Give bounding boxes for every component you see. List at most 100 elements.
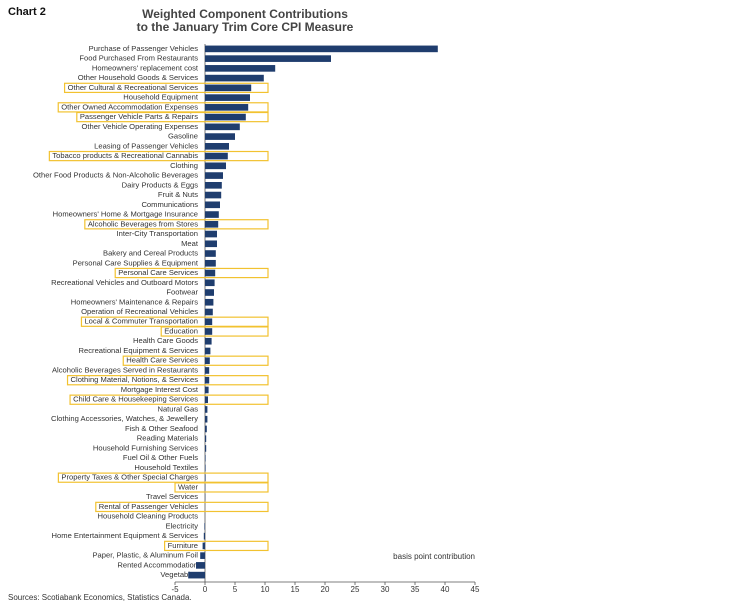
category-label: Dairy Products & Eggs (122, 180, 199, 189)
category-label: Fish & Other Seafood (125, 424, 198, 433)
bar (205, 74, 264, 82)
x-tick-label: 45 (471, 585, 480, 594)
bar (205, 113, 246, 121)
category-label: Leasing of Passenger Vehicles (94, 141, 198, 150)
bar (205, 181, 222, 189)
bar (205, 172, 223, 179)
category-label: Rented Accommodation (117, 560, 198, 569)
category-label: Paper, Plastic, & Aluminum Foil (92, 551, 198, 560)
category-label: Homeowners' Home & Mortgage Insurance (53, 210, 198, 219)
bar (203, 532, 205, 540)
category-label: Property Taxes & Other Special Charges (61, 473, 198, 482)
bar (205, 250, 216, 257)
bar (205, 55, 331, 62)
category-label: Clothing Material, Notions, & Services (71, 375, 199, 384)
bar (205, 279, 215, 287)
category-label: Vegetables (160, 570, 198, 579)
category-label: Reading Materials (137, 434, 198, 443)
category-label: Household Furnishing Services (93, 443, 198, 452)
category-label: Household Textiles (134, 463, 198, 472)
annotation: basis point contribution (393, 552, 475, 561)
bar (205, 376, 210, 384)
category-label: Food Purchased From Restaurants (79, 54, 198, 63)
x-tick-label: 10 (261, 585, 270, 594)
bar (205, 211, 219, 218)
bar (205, 84, 252, 92)
bar (205, 435, 207, 443)
bar (205, 396, 208, 404)
bar (205, 104, 249, 111)
highlight-box (76, 111, 269, 123)
bar (205, 445, 207, 452)
category-label: Meat (181, 239, 199, 248)
x-tick-label: 35 (411, 585, 420, 594)
bar (205, 328, 213, 335)
bar (205, 415, 208, 423)
category-label: Health Care Goods (133, 336, 198, 345)
category-label: Other Cultural & Recreational Services (68, 83, 199, 92)
bar (205, 45, 438, 53)
x-tick-label: 20 (321, 585, 330, 594)
bar (205, 269, 216, 277)
bar (205, 240, 217, 248)
bar (205, 337, 212, 345)
x-tick-label: 40 (441, 585, 450, 594)
category-label: Clothing Accessories, Watches, & Jewelle… (51, 414, 198, 423)
x-tick-label: 15 (291, 585, 300, 594)
category-label: Passenger Vehicle Parts & Repairs (80, 112, 198, 121)
bar (205, 454, 206, 462)
bar (205, 406, 208, 413)
category-label: Travel Services (146, 492, 198, 501)
chart-title: Weighted Component Contributions (142, 7, 348, 21)
category-label: Mortgage Interest Cost (121, 385, 199, 394)
bar (205, 298, 214, 306)
category-label: Natural Gas (157, 404, 198, 413)
bar (188, 571, 205, 579)
bar (205, 133, 235, 140)
category-label: Tobacco products & Recreational Cannabis (52, 151, 198, 160)
bar (205, 230, 217, 238)
highlight-box (57, 472, 269, 483)
category-label: Household Cleaning Products (98, 512, 199, 521)
category-label: Gasoline (168, 132, 198, 141)
bar (196, 562, 205, 569)
category-label: Household Equipment (123, 93, 199, 102)
category-label: Clothing (170, 161, 198, 170)
highlight-box (160, 326, 269, 337)
category-label: Fuel Oil & Other Fuels (123, 453, 198, 462)
category-label: Education (164, 326, 198, 335)
bar (205, 289, 214, 296)
bar (205, 425, 207, 433)
highlight-box (84, 219, 269, 230)
category-label: Footwear (166, 288, 198, 297)
x-tick-label: -5 (171, 585, 179, 594)
bar (205, 367, 210, 374)
category-label: Water (178, 482, 198, 491)
category-label: Alcoholic Beverages Served in Restaurant… (52, 365, 198, 374)
category-label: Personal Care Supplies & Equipment (73, 258, 199, 267)
highlight-box (95, 501, 269, 513)
highlight-box (63, 82, 269, 94)
bar (205, 386, 209, 394)
bar (205, 347, 211, 355)
category-label: Other Food Products & Non-Alcoholic Beve… (33, 171, 198, 180)
bar (205, 191, 222, 199)
category-label: Recreational Equipment & Services (79, 346, 199, 355)
x-tick-label: 30 (381, 585, 390, 594)
bar (205, 201, 220, 209)
bar (202, 542, 205, 550)
bar (205, 318, 213, 326)
category-label: Home Entertainment Equipment & Services (52, 531, 199, 540)
highlight-box (164, 540, 269, 552)
category-label: Rental of Passenger Vehicles (99, 502, 198, 511)
category-label: Furniture (168, 541, 198, 550)
bar (205, 259, 216, 267)
highlight-box (114, 267, 269, 279)
highlight-box (48, 150, 269, 162)
highlight-box (80, 316, 269, 327)
highlight-box (66, 375, 269, 386)
bar (205, 123, 240, 131)
category-label: Communications (141, 200, 198, 209)
source: Sources: Scotiabank Economics, Statistic… (8, 593, 192, 602)
